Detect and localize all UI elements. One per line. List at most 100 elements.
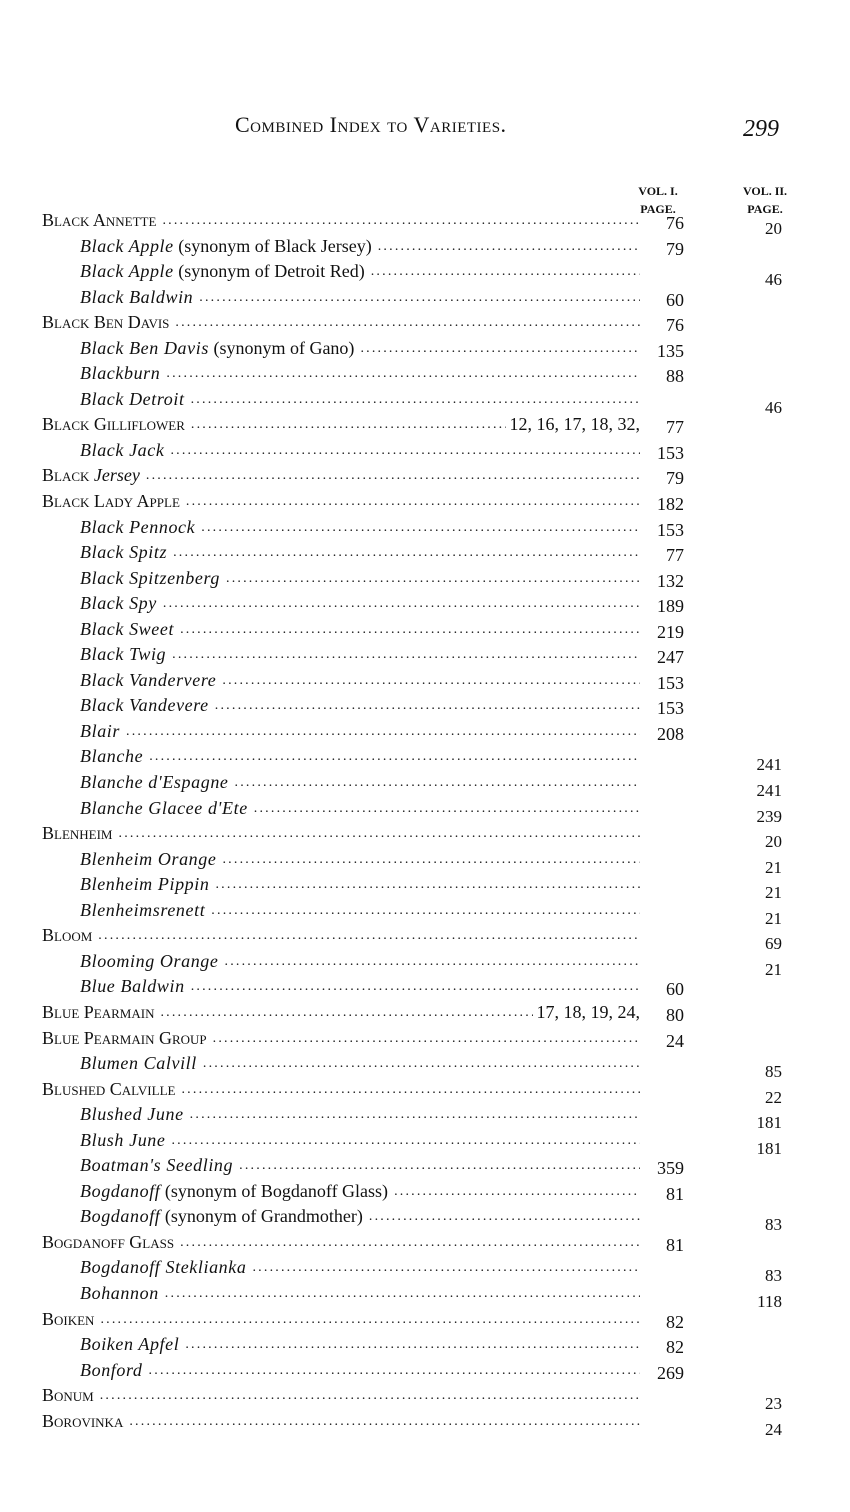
entry-text: Black Spitz [80,540,640,565]
variety-name: Blackburn [80,363,161,384]
leader-dots [222,668,640,693]
variety-name: Bogdanoff Glass [42,1231,175,1252]
leader-dots [146,463,640,488]
entry-text: Blumen Calvill [80,1051,640,1076]
leader-dots [222,847,640,872]
variety-name: Boiken [42,1308,95,1329]
leader-dots [172,642,640,667]
column-header-vol1-line2: PAGE. [640,202,676,216]
index-entry: Black Ben Davis (synonym of Gano) 135 [0,336,850,362]
vol1-page: 60 [666,289,684,310]
entry-text: Black Gilliflower 12, 16, 17, 18, 32, [42,412,640,437]
entry-text: Blenheimsrenett [80,898,640,923]
index-entry: Black Spitzenberg 132 [0,566,850,592]
vol1-page: 79 [666,468,684,489]
vol2-page: 241 [756,755,783,775]
index-entry: Black Baldwin 60 [0,285,850,311]
extra-page-refs: 12, 16, 17, 18, 32, [509,414,641,435]
variety-name: Blenheimsrenett [80,899,206,920]
leader-dots [254,796,640,821]
variety-name: Blooming Orange [80,950,219,971]
leader-dots [371,259,640,284]
page-number: 299 [743,116,779,142]
entry-text: Black Jack [80,438,640,463]
index-entry: Blenheimsrenett 21 [0,898,850,928]
vol2-page: 21 [765,883,782,903]
index-entry: Bohannon 118 [0,1281,850,1311]
index-entry: Black Ben Davis 76 [0,310,850,336]
vol1-page: 153 [657,698,684,719]
leader-dots [211,898,640,923]
synonym-note: (synonym of Gano) [213,337,355,358]
vol2-page: 23 [765,1394,782,1414]
vol2-page: 46 [765,270,782,290]
variety-name: Blushed June [80,1104,184,1125]
variety-name: Black Gilliflower [42,414,185,435]
variety-name: Bogdanoff Steklianka [80,1257,247,1278]
index-entry: Blanche 241 [0,744,850,774]
entry-text: Blenheim [42,821,640,846]
entry-text: Boiken Apfel [80,1332,640,1357]
variety-name: Bogdanoff [80,1180,161,1201]
leader-dots [369,1204,640,1229]
variety-name: Black Spy [80,593,157,614]
vol2-page: 181 [756,1138,783,1158]
entry-text: Black Spy [80,591,640,616]
vol1-page: 359 [657,1158,684,1179]
variety-name: Bonford [80,1359,143,1380]
entry-text: Blanche Glacee d'Ete [80,796,640,821]
vol1-page: 269 [657,1362,684,1383]
index-entry: Blair 208 [0,719,850,745]
entry-text: Blooming Orange [80,949,640,974]
variety-name: Black Apple [80,261,174,282]
index-entry: Black Gilliflower 12, 16, 17, 18, 32, 77 [0,412,850,438]
leader-dots [201,515,640,540]
leader-dots [252,1255,640,1280]
leader-dots [235,770,640,795]
leader-dots [126,719,640,744]
leader-dots [215,872,640,897]
leader-dots [360,336,640,361]
entry-text: Black Baldwin [80,285,640,310]
entry-text: Blair [80,719,640,744]
column-header-vol1-line1: VOL. I. [638,184,678,198]
synonym-note: (synonym of Bogdanoff Glass) [164,1180,389,1201]
index-entry: Blue Pearmain Group 24 [0,1026,850,1052]
entry-text: Bonford [80,1358,640,1383]
index-entry: Blushed Calville 22 [0,1077,850,1107]
variety-name: Black Vandevere [80,695,209,716]
index-entry: Black Apple (synonym of Detroit Red) 46 [0,259,850,289]
leader-dots [175,310,640,335]
index-entry: Black Vandevere 153 [0,693,850,719]
index-entry: Bloom 69 [0,923,850,953]
variety-name: Black Detroit [80,388,185,409]
vol2-page: 69 [765,934,782,954]
vol1-page: 76 [666,213,684,233]
variety-name: Bogdanoff [80,1206,161,1227]
index-entry: Blumen Calvill 85 [0,1051,850,1081]
entry-text: Black Apple (synonym of Detroit Red) [80,259,640,284]
vol1-page: 219 [657,621,684,642]
leader-dots [191,412,506,437]
variety-name: Blanche [80,746,144,767]
variety-name: Bohannon [80,1282,159,1303]
variety-name: Black Baldwin [80,286,194,307]
vol2-page: 85 [765,1062,782,1082]
index-entry: Black Detroit 46 [0,387,850,417]
vol2-page: 181 [756,1113,783,1133]
entry-text: Black Sweet [80,617,640,642]
index-entry: Bogdanoff Glass 81 [0,1230,850,1256]
entry-text: Bloom [42,923,640,948]
entry-text: Bogdanoff Glass [42,1230,640,1255]
vol1-page: 80 [666,1004,684,1025]
variety-name: Blenheim Orange [80,848,217,869]
entry-text: Blenheim Orange [80,847,640,872]
index-list: Black Annette7620Black Apple (synonym of… [0,208,850,1439]
vol2-page: 241 [756,781,783,801]
variety-name: Black [42,465,90,486]
vol1-page: 81 [666,1234,684,1255]
variety-name: Blue Pearmain Group [42,1027,207,1048]
leader-dots [173,540,640,565]
index-entry: Boiken 82 [0,1307,850,1333]
variety-name: Boiken Apfel [80,1334,180,1355]
